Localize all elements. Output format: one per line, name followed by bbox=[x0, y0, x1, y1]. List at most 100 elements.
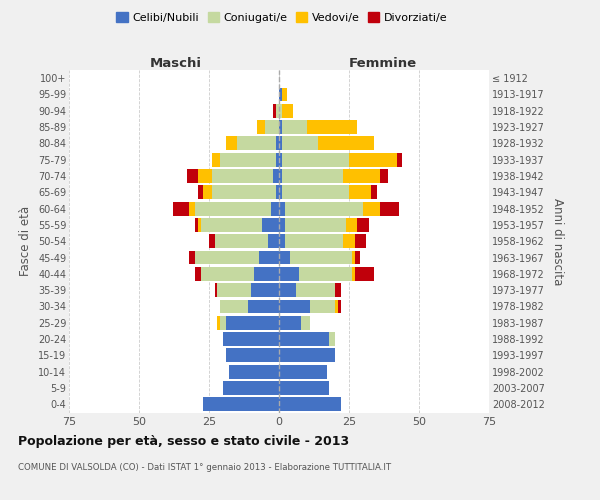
Bar bbox=[282, 120, 307, 134]
Text: Maschi: Maschi bbox=[149, 57, 202, 70]
Bar bbox=[279, 153, 282, 166]
Bar bbox=[329, 332, 335, 346]
Bar bbox=[349, 153, 397, 166]
Bar bbox=[284, 218, 346, 232]
Bar bbox=[262, 218, 279, 232]
Bar bbox=[352, 250, 355, 264]
Bar bbox=[276, 153, 279, 166]
Bar bbox=[203, 398, 279, 411]
Bar bbox=[380, 202, 400, 215]
Text: Popolazione per età, sesso e stato civile - 2013: Popolazione per età, sesso e stato civil… bbox=[18, 435, 349, 448]
Bar bbox=[276, 104, 279, 118]
Bar bbox=[198, 186, 203, 200]
Bar bbox=[212, 169, 274, 183]
Bar bbox=[310, 300, 335, 314]
Bar bbox=[279, 283, 296, 297]
Bar bbox=[301, 316, 310, 330]
Bar bbox=[282, 104, 293, 118]
Bar bbox=[282, 169, 343, 183]
Y-axis label: Fasce di età: Fasce di età bbox=[19, 206, 32, 276]
Bar bbox=[200, 218, 262, 232]
Bar bbox=[299, 267, 352, 281]
Bar bbox=[195, 202, 271, 215]
Bar bbox=[279, 348, 335, 362]
Bar bbox=[198, 218, 200, 232]
Bar bbox=[226, 348, 279, 362]
Bar bbox=[276, 136, 279, 150]
Legend: Celibi/Nubili, Coniugati/e, Vedovi/e, Divorziati/e: Celibi/Nubili, Coniugati/e, Vedovi/e, Di… bbox=[112, 8, 452, 28]
Bar bbox=[335, 300, 338, 314]
Bar bbox=[215, 283, 217, 297]
Bar bbox=[220, 153, 276, 166]
Bar bbox=[203, 186, 212, 200]
Bar bbox=[223, 381, 279, 395]
Bar bbox=[248, 300, 279, 314]
Text: COMUNE DI VALSOLDA (CO) - Dati ISTAT 1° gennaio 2013 - Elaborazione TUTTITALIA.I: COMUNE DI VALSOLDA (CO) - Dati ISTAT 1° … bbox=[18, 462, 391, 471]
Bar bbox=[195, 218, 198, 232]
Bar bbox=[279, 88, 282, 102]
Y-axis label: Anni di nascita: Anni di nascita bbox=[551, 198, 564, 285]
Bar bbox=[274, 104, 276, 118]
Bar bbox=[363, 202, 380, 215]
Bar bbox=[279, 218, 284, 232]
Bar bbox=[282, 88, 287, 102]
Bar bbox=[220, 316, 226, 330]
Bar bbox=[279, 381, 329, 395]
Text: Femmine: Femmine bbox=[349, 57, 416, 70]
Bar bbox=[187, 169, 198, 183]
Bar bbox=[296, 283, 335, 297]
Bar bbox=[237, 136, 276, 150]
Bar bbox=[190, 202, 195, 215]
Bar bbox=[212, 153, 220, 166]
Bar bbox=[251, 283, 279, 297]
Bar bbox=[279, 332, 329, 346]
Bar bbox=[371, 186, 377, 200]
Bar bbox=[279, 267, 299, 281]
Bar bbox=[343, 169, 380, 183]
Bar bbox=[279, 169, 282, 183]
Bar bbox=[355, 250, 360, 264]
Bar bbox=[290, 250, 352, 264]
Bar bbox=[173, 202, 190, 215]
Bar bbox=[217, 316, 220, 330]
Bar bbox=[226, 136, 237, 150]
Bar bbox=[279, 398, 341, 411]
Bar bbox=[380, 169, 388, 183]
Bar bbox=[279, 234, 284, 248]
Bar bbox=[318, 136, 374, 150]
Bar bbox=[268, 234, 279, 248]
Bar bbox=[355, 234, 366, 248]
Bar bbox=[279, 136, 282, 150]
Bar bbox=[282, 153, 349, 166]
Bar bbox=[279, 250, 290, 264]
Bar bbox=[282, 136, 318, 150]
Bar bbox=[195, 250, 259, 264]
Bar bbox=[282, 186, 349, 200]
Bar bbox=[279, 104, 282, 118]
Bar bbox=[284, 202, 363, 215]
Bar bbox=[279, 365, 326, 378]
Bar bbox=[226, 316, 279, 330]
Bar bbox=[355, 267, 374, 281]
Bar bbox=[265, 120, 279, 134]
Bar bbox=[349, 186, 371, 200]
Bar bbox=[346, 218, 358, 232]
Bar bbox=[276, 186, 279, 200]
Bar bbox=[279, 316, 301, 330]
Bar bbox=[271, 202, 279, 215]
Bar bbox=[198, 169, 212, 183]
Bar bbox=[195, 267, 200, 281]
Bar bbox=[284, 234, 343, 248]
Bar bbox=[279, 300, 310, 314]
Bar bbox=[217, 283, 251, 297]
Bar bbox=[209, 234, 215, 248]
Bar bbox=[254, 267, 279, 281]
Bar bbox=[223, 332, 279, 346]
Bar bbox=[259, 250, 279, 264]
Bar bbox=[190, 250, 195, 264]
Bar bbox=[274, 169, 279, 183]
Bar bbox=[279, 120, 282, 134]
Bar bbox=[338, 300, 341, 314]
Bar bbox=[215, 234, 268, 248]
Bar bbox=[358, 218, 368, 232]
